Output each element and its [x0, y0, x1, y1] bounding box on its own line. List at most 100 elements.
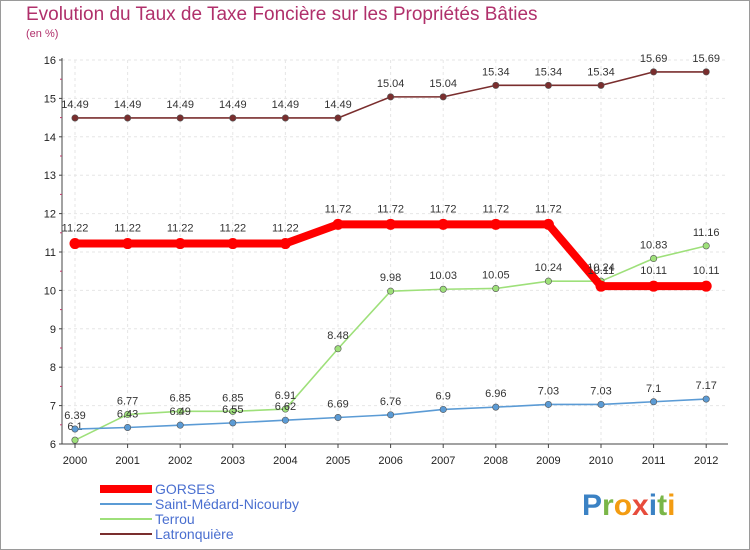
logo-letter: i — [648, 489, 658, 522]
data-point — [544, 400, 552, 408]
x-tick-label: 2007 — [431, 455, 455, 467]
data-point — [544, 277, 552, 285]
legend-label: Terrou — [155, 511, 195, 527]
y-unit-label: (en %) — [26, 28, 59, 40]
data-point — [227, 238, 239, 250]
data-label: 15.69 — [692, 53, 720, 65]
data-label: 11.72 — [535, 203, 562, 215]
chart-title: Evolution du Taux de Taxe Foncière sur l… — [26, 4, 538, 25]
data-point — [334, 414, 342, 422]
y-tick-label: 12 — [44, 209, 56, 221]
data-point — [702, 68, 710, 76]
data-label: 15.04 — [377, 78, 405, 90]
legend-label: Saint-Médard-Nicourby — [155, 496, 299, 512]
data-point — [174, 238, 186, 250]
data-label: 6.9 — [436, 390, 451, 402]
y-tick-label: 14 — [44, 132, 56, 144]
data-point — [595, 280, 607, 292]
data-label: 6.91 — [275, 390, 296, 402]
data-label: 11.16 — [693, 227, 720, 239]
data-label: 14.49 — [272, 99, 300, 111]
data-label: 10.03 — [429, 270, 457, 282]
x-tick-label: 2011 — [642, 455, 666, 467]
y-tick-label: 6 — [50, 439, 56, 451]
data-point — [700, 280, 712, 292]
data-label: 14.49 — [114, 99, 142, 111]
data-point — [281, 114, 289, 122]
x-tick-label: 2008 — [484, 455, 508, 467]
data-label: 7.1 — [646, 383, 661, 395]
data-point — [334, 345, 342, 353]
logo-letter: o — [613, 489, 633, 522]
data-label: 11.22 — [114, 223, 141, 235]
data-point — [124, 410, 132, 418]
logo-letter: r — [602, 489, 614, 522]
data-label: 15.34 — [535, 66, 563, 78]
data-point — [650, 398, 658, 406]
data-point — [492, 81, 500, 89]
data-point — [176, 407, 184, 415]
data-point — [387, 411, 395, 419]
data-point — [281, 405, 289, 413]
data-label: 11.22 — [167, 223, 194, 235]
data-label: 6.49 — [169, 406, 190, 418]
data-label: 9.98 — [380, 272, 401, 284]
data-label: 15.69 — [640, 53, 668, 65]
proxiti-logo: Proxiti — [582, 489, 675, 523]
data-label: 14.49 — [166, 99, 194, 111]
data-point — [439, 285, 447, 293]
data-label: 6.76 — [380, 396, 401, 408]
data-point — [439, 93, 447, 101]
x-tick-label: 2012 — [694, 455, 718, 467]
data-point — [490, 218, 502, 230]
data-label: 6.55 — [222, 404, 243, 416]
data-label: 15.04 — [429, 78, 457, 90]
data-point — [597, 81, 605, 89]
y-tick-label: 15 — [44, 93, 56, 105]
data-point — [597, 400, 605, 408]
data-label: 11.72 — [482, 203, 509, 215]
legend-label: Latronquière — [155, 526, 234, 542]
x-tick-label: 2009 — [536, 455, 560, 467]
y-tick-label: 10 — [44, 285, 56, 297]
data-point — [71, 436, 79, 444]
data-label: 6.43 — [117, 408, 138, 420]
data-label: 10.11 — [588, 265, 615, 277]
data-label: 14.49 — [324, 99, 352, 111]
x-tick-label: 2000 — [63, 455, 87, 467]
data-point — [279, 238, 291, 250]
data-label: 15.34 — [587, 66, 615, 78]
data-point — [176, 114, 184, 122]
data-label: 11.72 — [430, 203, 457, 215]
logo-letter: x — [632, 489, 649, 522]
y-tick-label: 9 — [50, 324, 56, 336]
data-point — [387, 93, 395, 101]
x-tick-label: 2005 — [326, 455, 350, 467]
data-label: 11.72 — [325, 203, 352, 215]
data-point — [702, 242, 710, 250]
data-label: 7.03 — [590, 385, 611, 397]
data-point — [229, 407, 237, 415]
data-point — [71, 425, 79, 433]
logo-letter: t — [657, 489, 668, 522]
x-tick-label: 2002 — [168, 455, 192, 467]
data-point — [124, 423, 132, 431]
data-point — [122, 238, 134, 250]
data-point — [229, 114, 237, 122]
data-label: 14.49 — [61, 99, 89, 111]
data-label: 11.22 — [62, 223, 89, 235]
x-tick-label: 2001 — [115, 455, 139, 467]
data-point — [544, 81, 552, 89]
data-point — [650, 255, 658, 263]
data-point — [124, 114, 132, 122]
data-point — [648, 280, 660, 292]
data-label: 6.77 — [117, 395, 138, 407]
data-point — [492, 403, 500, 411]
x-tick-label: 2010 — [589, 455, 613, 467]
data-label: 11.72 — [377, 203, 404, 215]
data-label: 10.11 — [693, 265, 720, 277]
data-label: 7.17 — [695, 380, 716, 392]
data-label: 8.48 — [327, 330, 348, 342]
